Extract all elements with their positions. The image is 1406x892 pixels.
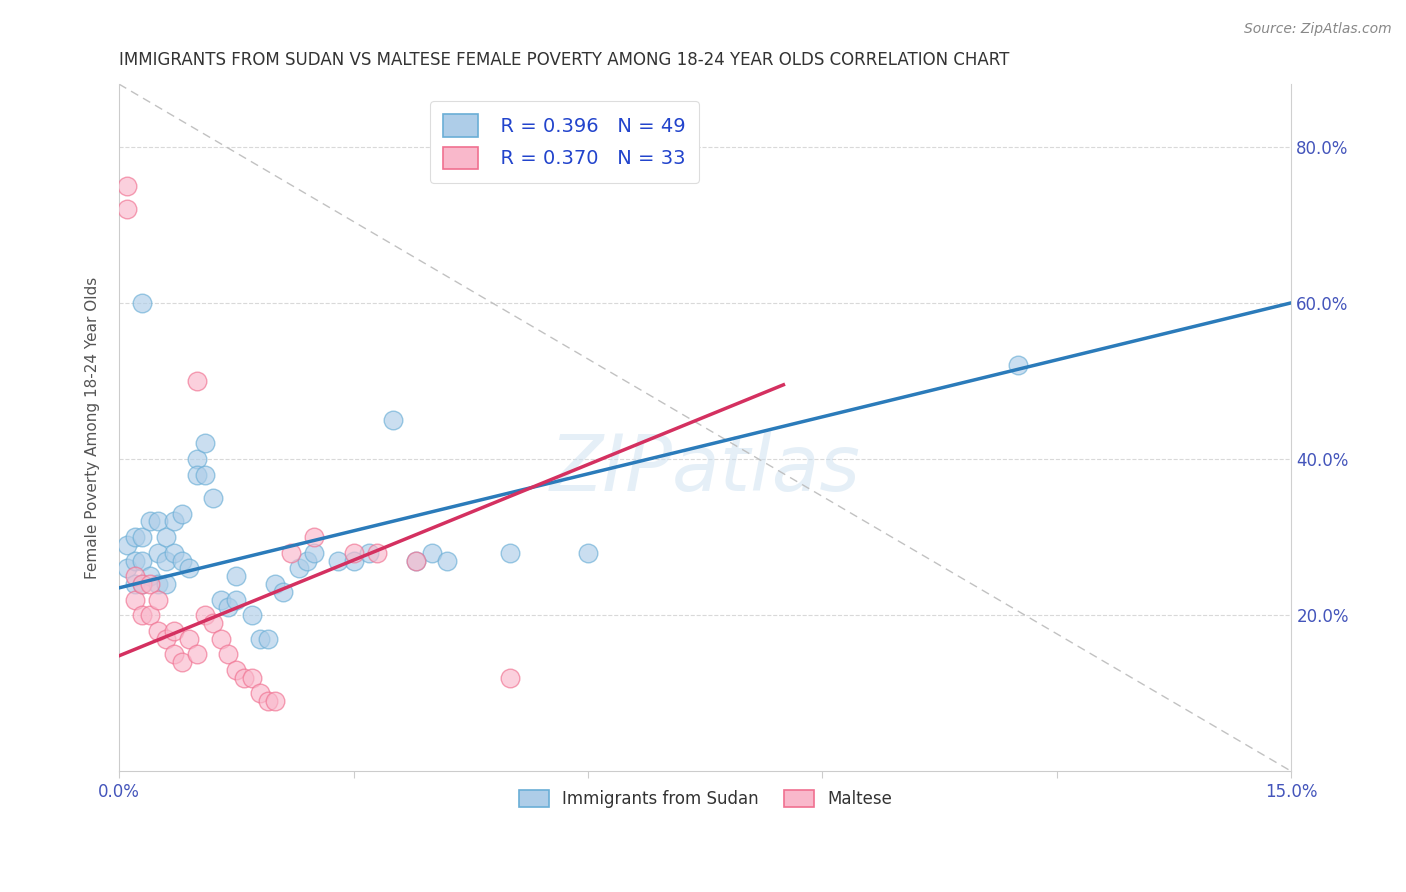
Point [124, 577, 146, 591]
Point [170, 655, 193, 669]
Point [146, 577, 169, 591]
Point [115, 202, 138, 216]
Point [225, 569, 247, 583]
Point [194, 467, 217, 482]
Point [163, 515, 186, 529]
Text: IMMIGRANTS FROM SUDAN VS MALTESE FEMALE POVERTY AMONG 18-24 YEAR OLDS CORRELATIO: IMMIGRANTS FROM SUDAN VS MALTESE FEMALE … [120, 51, 1010, 69]
Point [131, 295, 153, 310]
Point [163, 624, 186, 638]
Point [139, 569, 162, 583]
Point [249, 686, 271, 700]
Point [186, 452, 208, 467]
Point [304, 546, 326, 560]
Point [240, 608, 263, 623]
Point [499, 671, 522, 685]
Point [124, 592, 146, 607]
Point [264, 577, 287, 591]
Point [1007, 359, 1029, 373]
Point [186, 467, 208, 482]
Point [155, 632, 177, 646]
Point [256, 694, 278, 708]
Text: ZIPatlas: ZIPatlas [550, 431, 860, 507]
Point [163, 647, 186, 661]
Point [271, 584, 294, 599]
Point [139, 515, 162, 529]
Point [155, 553, 177, 567]
Point [146, 546, 169, 560]
Point [186, 374, 208, 388]
Point [256, 632, 278, 646]
Point [366, 546, 388, 560]
Point [131, 530, 153, 544]
Point [170, 553, 193, 567]
Point [179, 632, 201, 646]
Point [405, 553, 427, 567]
Point [240, 671, 263, 685]
Point [201, 491, 224, 505]
Point [436, 553, 458, 567]
Point [124, 530, 146, 544]
Point [405, 553, 427, 567]
Point [115, 538, 138, 552]
Point [155, 530, 177, 544]
Point [115, 561, 138, 575]
Point [249, 632, 271, 646]
Point [131, 608, 153, 623]
Point [499, 546, 522, 560]
Point [194, 608, 217, 623]
Point [288, 561, 311, 575]
Point [420, 546, 443, 560]
Point [139, 577, 162, 591]
Point [146, 624, 169, 638]
Point [115, 178, 138, 193]
Point [217, 600, 239, 615]
Point [124, 569, 146, 583]
Point [139, 608, 162, 623]
Point [209, 592, 232, 607]
Point [576, 546, 599, 560]
Point [225, 663, 247, 677]
Point [131, 577, 153, 591]
Point [233, 671, 256, 685]
Point [194, 436, 217, 450]
Point [359, 546, 381, 560]
Y-axis label: Female Poverty Among 18-24 Year Olds: Female Poverty Among 18-24 Year Olds [86, 277, 100, 579]
Point [326, 553, 349, 567]
Point [280, 546, 302, 560]
Point [217, 647, 239, 661]
Point [163, 546, 186, 560]
Point [170, 507, 193, 521]
Point [131, 577, 153, 591]
Point [304, 530, 326, 544]
Point [209, 632, 232, 646]
Point [295, 553, 318, 567]
Legend: Immigrants from Sudan, Maltese: Immigrants from Sudan, Maltese [512, 783, 898, 814]
Point [124, 553, 146, 567]
Point [342, 553, 364, 567]
Text: Source: ZipAtlas.com: Source: ZipAtlas.com [1244, 22, 1392, 37]
Point [179, 561, 201, 575]
Point [186, 647, 208, 661]
Point [381, 413, 404, 427]
Point [155, 577, 177, 591]
Point [201, 615, 224, 630]
Point [264, 694, 287, 708]
Point [131, 553, 153, 567]
Point [146, 515, 169, 529]
Point [146, 592, 169, 607]
Point [225, 592, 247, 607]
Point [342, 546, 364, 560]
